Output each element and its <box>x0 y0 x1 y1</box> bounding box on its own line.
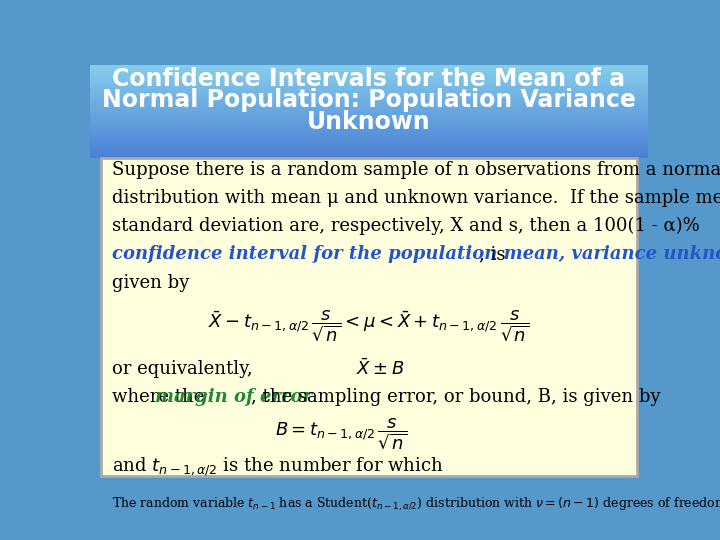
Text: given by: given by <box>112 274 189 292</box>
Bar <box>90 142 648 145</box>
Bar <box>90 129 648 132</box>
Bar <box>90 99 648 102</box>
Text: $\bar{X} - t_{n-1,\alpha/2}\,\dfrac{s}{\sqrt{n}} < \mu < \bar{X} + t_{n-1,\alpha: $\bar{X} - t_{n-1,\alpha/2}\,\dfrac{s}{\… <box>208 308 530 342</box>
Bar <box>90 110 648 113</box>
Text: confidence interval for the population mean, variance unknown: confidence interval for the population m… <box>112 245 720 264</box>
Bar <box>90 68 648 70</box>
Text: Suppose there is a random sample of n observations from a normal: Suppose there is a random sample of n ob… <box>112 160 720 179</box>
Bar <box>90 106 648 110</box>
Text: , is: , is <box>480 245 506 264</box>
Bar <box>90 105 648 108</box>
Text: Normal Population: Population Variance: Normal Population: Population Variance <box>102 87 636 112</box>
Bar <box>90 137 648 140</box>
Text: and $\mathit{t_{n-1,\alpha/2}}$ is the number for which: and $\mathit{t_{n-1,\alpha/2}}$ is the n… <box>112 455 444 478</box>
Text: The random variable $t_{n-1}$ has a Student($t_{n-1,\alpha/2}$) distribution wit: The random variable $t_{n-1}$ has a Stud… <box>112 495 720 511</box>
Bar <box>90 138 648 141</box>
Bar <box>90 148 648 151</box>
Bar <box>90 152 648 154</box>
Bar <box>90 125 648 129</box>
Bar <box>90 140 648 144</box>
Bar <box>90 155 648 158</box>
Bar <box>90 131 648 134</box>
Bar <box>90 93 648 97</box>
Text: or equivalently,: or equivalently, <box>112 360 253 378</box>
Text: $\bar{X} \pm B$: $\bar{X} \pm B$ <box>356 359 405 379</box>
Bar <box>90 109 648 112</box>
Bar <box>90 120 648 123</box>
Bar <box>90 146 648 149</box>
Text: , the sampling error, or bound, B, is given by: , the sampling error, or bound, B, is gi… <box>251 388 661 406</box>
Bar <box>90 133 648 136</box>
Bar <box>90 71 648 74</box>
Bar <box>90 150 648 153</box>
Text: standard deviation are, respectively, X and s, then a 100(1 - α)%: standard deviation are, respectively, X … <box>112 217 700 235</box>
Bar <box>90 96 648 98</box>
Bar <box>90 101 648 104</box>
Bar <box>90 75 648 78</box>
Bar <box>90 73 648 76</box>
Bar <box>90 82 648 85</box>
Text: distribution with mean μ and unknown variance.  If the sample mean and: distribution with mean μ and unknown var… <box>112 189 720 207</box>
Bar <box>90 114 648 117</box>
Bar <box>90 127 648 130</box>
Bar <box>90 65 648 69</box>
Bar <box>90 112 648 116</box>
Bar <box>90 103 648 106</box>
Bar <box>90 69 648 72</box>
Bar <box>90 118 648 121</box>
Text: Unknown: Unknown <box>307 110 431 134</box>
Text: Confidence Intervals for the Mean of a: Confidence Intervals for the Mean of a <box>112 67 626 91</box>
Bar <box>90 77 648 80</box>
Bar <box>90 78 648 82</box>
Bar <box>90 80 648 84</box>
Text: margin of error: margin of error <box>156 388 312 406</box>
FancyBboxPatch shape <box>101 158 637 476</box>
Bar <box>90 122 648 125</box>
Bar <box>90 97 648 100</box>
Bar <box>90 116 648 119</box>
Bar <box>90 84 648 87</box>
Bar <box>90 144 648 147</box>
Bar <box>90 88 648 91</box>
Bar <box>90 92 648 94</box>
Bar <box>90 153 648 157</box>
Bar <box>90 124 648 126</box>
Text: $B = t_{n-1,\alpha/2}\,\dfrac{s}{\sqrt{n}}$: $B = t_{n-1,\alpha/2}\,\dfrac{s}{\sqrt{n… <box>275 416 408 451</box>
Bar <box>90 134 648 138</box>
Bar <box>90 86 648 89</box>
Bar <box>90 90 648 93</box>
Bar <box>90 64 648 66</box>
Text: where the: where the <box>112 388 210 406</box>
